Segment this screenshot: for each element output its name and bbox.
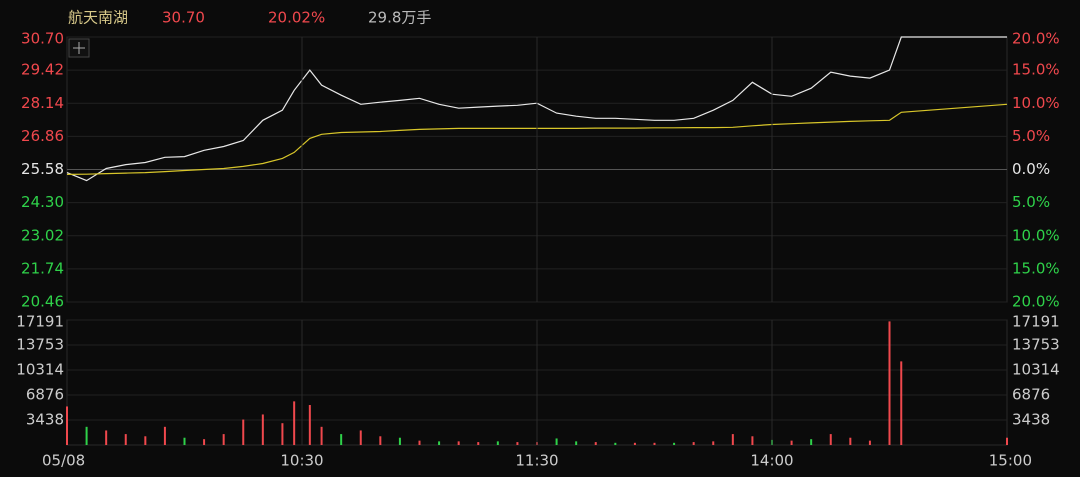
volume-bar	[242, 419, 245, 445]
volume-bar	[751, 436, 754, 445]
volume-bar	[829, 434, 832, 445]
y2-tick-label: 0.0%	[1012, 160, 1050, 178]
y-tick-label: 20.46	[21, 293, 64, 311]
volume-bar	[849, 437, 852, 445]
y-tick-label: 21.74	[21, 259, 64, 277]
x-tick-label: 14:00	[750, 452, 793, 470]
y2-tick-label: 15.0%	[1012, 61, 1060, 79]
volume-bar	[85, 426, 88, 445]
y2-tick-label: 13753	[1012, 335, 1060, 353]
volume-bar	[731, 434, 734, 445]
volume-bar	[457, 441, 460, 445]
volume-bar	[261, 414, 264, 445]
crosshair-button[interactable]	[68, 38, 90, 58]
y-tick-label: 23.02	[21, 226, 64, 244]
y2-tick-label: 15.0%	[1012, 259, 1060, 277]
y-tick-label: 13753	[16, 335, 64, 353]
volume-bar	[790, 440, 793, 445]
x-tick-label: 10:30	[280, 452, 323, 470]
volume-bar	[281, 423, 284, 445]
y-tick-label: 29.42	[21, 61, 64, 79]
y2-tick-label: 10314	[1012, 361, 1060, 379]
volume-bar	[293, 401, 296, 445]
y-tick-label: 25.58	[21, 160, 64, 178]
stock-change: 20.02%	[268, 9, 325, 27]
y-tick-label: 3438	[26, 411, 64, 429]
stock-price: 30.70	[162, 9, 205, 27]
y2-tick-label: 10.0%	[1012, 94, 1060, 112]
x-tick-label: 05/08	[42, 452, 85, 470]
volume-bar	[712, 441, 715, 445]
volume-bar	[340, 434, 343, 445]
volume-bar	[398, 437, 401, 445]
volume-bar	[163, 426, 166, 445]
volume-bar	[203, 439, 206, 445]
volume-bar	[900, 361, 903, 445]
volume-bar	[359, 430, 362, 445]
volume-bar	[124, 434, 127, 445]
y-tick-label: 28.14	[21, 94, 64, 112]
volume-bar	[183, 437, 186, 445]
volume-bar	[418, 440, 421, 445]
volume-bar	[105, 430, 108, 445]
volume-bar	[1006, 437, 1008, 445]
price-line	[66, 36, 1007, 182]
y-tick-label: 10314	[16, 361, 64, 379]
volume-bar	[653, 442, 656, 445]
stock-volume: 29.8万手	[368, 9, 431, 27]
y2-tick-label: 17191	[1012, 313, 1060, 331]
volume-bar	[614, 442, 617, 445]
y-tick-label: 24.30	[21, 193, 64, 211]
y2-tick-label: 6876	[1012, 386, 1050, 404]
y2-tick-label: 20.0%	[1012, 30, 1060, 48]
y2-tick-label: 3438	[1012, 411, 1050, 429]
x-tick-label: 11:30	[515, 452, 558, 470]
y2-tick-label: 10.0%	[1012, 226, 1060, 244]
stock-name: 航天南湖	[68, 9, 128, 27]
volume-bar	[320, 426, 323, 445]
volume-bar	[868, 440, 871, 445]
x-tick-label: 15:00	[989, 452, 1032, 470]
y2-tick-label: 5.0%	[1012, 193, 1050, 211]
y-tick-label: 6876	[26, 386, 64, 404]
y-tick-label: 17191	[16, 313, 64, 331]
y-tick-label: 26.86	[21, 127, 64, 145]
volume-bar	[555, 438, 558, 445]
volume-bar	[594, 442, 597, 445]
volume-bar	[575, 441, 578, 445]
volume-bar	[438, 441, 441, 445]
volume-bar	[633, 442, 636, 445]
volume-bar	[496, 441, 499, 445]
volume-bar	[66, 406, 68, 445]
y-tick-label: 30.70	[21, 30, 64, 48]
price-line	[66, 103, 1008, 175]
y2-tick-label: 20.0%	[1012, 293, 1060, 311]
volume-bar	[888, 321, 891, 445]
volume-bar	[477, 442, 480, 445]
volume-bar	[810, 439, 813, 445]
volume-bar	[673, 442, 676, 445]
volume-bar	[144, 436, 147, 445]
y2-tick-label: 5.0%	[1012, 127, 1050, 145]
volume-bar	[692, 442, 695, 445]
volume-bar	[379, 436, 382, 445]
volume-bar	[308, 405, 311, 445]
volume-bar	[222, 434, 225, 445]
volume-bar	[516, 442, 519, 445]
